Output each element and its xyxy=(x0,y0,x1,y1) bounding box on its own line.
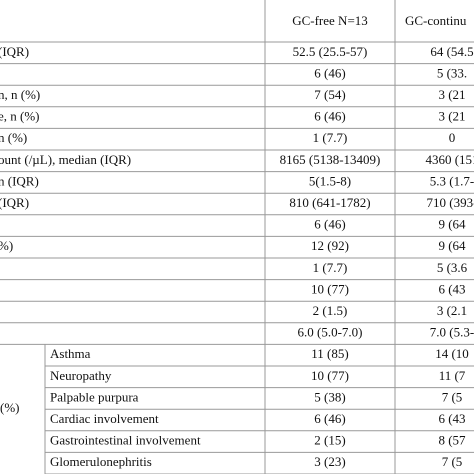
sub-label: Asthma xyxy=(50,346,91,361)
cell: 10 (77) xyxy=(311,281,349,296)
cell: 4360 (151 xyxy=(425,152,474,167)
cell: 710 (393- xyxy=(427,195,474,210)
cell: 1 (7.7) xyxy=(313,130,348,145)
cell: 6.0 (5.0-7.0) xyxy=(298,325,363,340)
cell: 3 (2.1 xyxy=(437,303,467,318)
cell: 9 (64 xyxy=(438,238,466,253)
cell: 3 (21 xyxy=(438,109,465,124)
group-label: (%) xyxy=(0,400,20,415)
cell: 3 (23) xyxy=(314,454,345,469)
row-label: (IQR) xyxy=(0,44,29,59)
cell: 6 (43 xyxy=(438,281,465,296)
cell: 1 (7.7) xyxy=(313,260,348,275)
cell: 5.3 (1.7- xyxy=(430,173,474,188)
cell: 5 (38) xyxy=(314,389,345,404)
cell: 5 (33. xyxy=(437,65,467,80)
cell: 7 (5 xyxy=(442,389,463,404)
cell: 6 (46) xyxy=(314,65,345,80)
sub-label: Neuropathy xyxy=(50,368,112,383)
row-label: (IQR) xyxy=(0,195,29,210)
cell: 8 (57 xyxy=(438,433,466,448)
row-label: %) xyxy=(0,238,13,253)
cell: 9 (64 xyxy=(438,217,466,232)
row-label: ount (/µL), median (IQR) xyxy=(0,152,131,167)
cell: 11 (7 xyxy=(439,368,466,383)
cell: 6 (46) xyxy=(314,109,345,124)
cell: 10 (77) xyxy=(311,368,349,383)
cell: 2 (1.5) xyxy=(313,303,348,318)
sub-label: Glomerulonephritis xyxy=(50,454,152,469)
cell: 7 (5 xyxy=(442,454,463,469)
cell: 5(1.5-8) xyxy=(309,173,351,188)
cell: 14 (10 xyxy=(435,346,469,361)
column-header: GC-continu xyxy=(405,13,467,28)
row-label: n, n (%) xyxy=(0,87,40,102)
row-label: n (IQR) xyxy=(0,173,39,188)
cell: 3 (21 xyxy=(438,87,465,102)
row-label: n (%) xyxy=(0,130,27,145)
row-label: e, n (%) xyxy=(0,109,40,124)
cell: 7 (54) xyxy=(314,87,345,102)
sub-label: Cardiac involvement xyxy=(50,411,159,426)
cell: 2 (15) xyxy=(314,433,345,448)
sub-label: Palpable purpura xyxy=(50,389,139,404)
cell: 8165 (5138-13409) xyxy=(280,152,381,167)
column-header: GC-free N=13 xyxy=(292,13,368,28)
cell: 6 (46) xyxy=(314,217,345,232)
sub-label: Gastrointestinal involvement xyxy=(50,433,201,448)
cell: 52.5 (25.5-57) xyxy=(293,44,368,59)
cell: 7.0 (5.3- xyxy=(430,325,474,340)
cell: 6 (46) xyxy=(314,411,345,426)
cell: 6 (43 xyxy=(438,411,465,426)
cell: 64 (54.5 xyxy=(430,44,473,59)
cell: 810 (641-1782) xyxy=(289,195,370,210)
cell: 0 xyxy=(449,130,456,145)
cell: 5 (3.6 xyxy=(437,260,468,275)
cell: 11 (85) xyxy=(311,346,348,361)
cell: 12 (92) xyxy=(311,238,349,253)
